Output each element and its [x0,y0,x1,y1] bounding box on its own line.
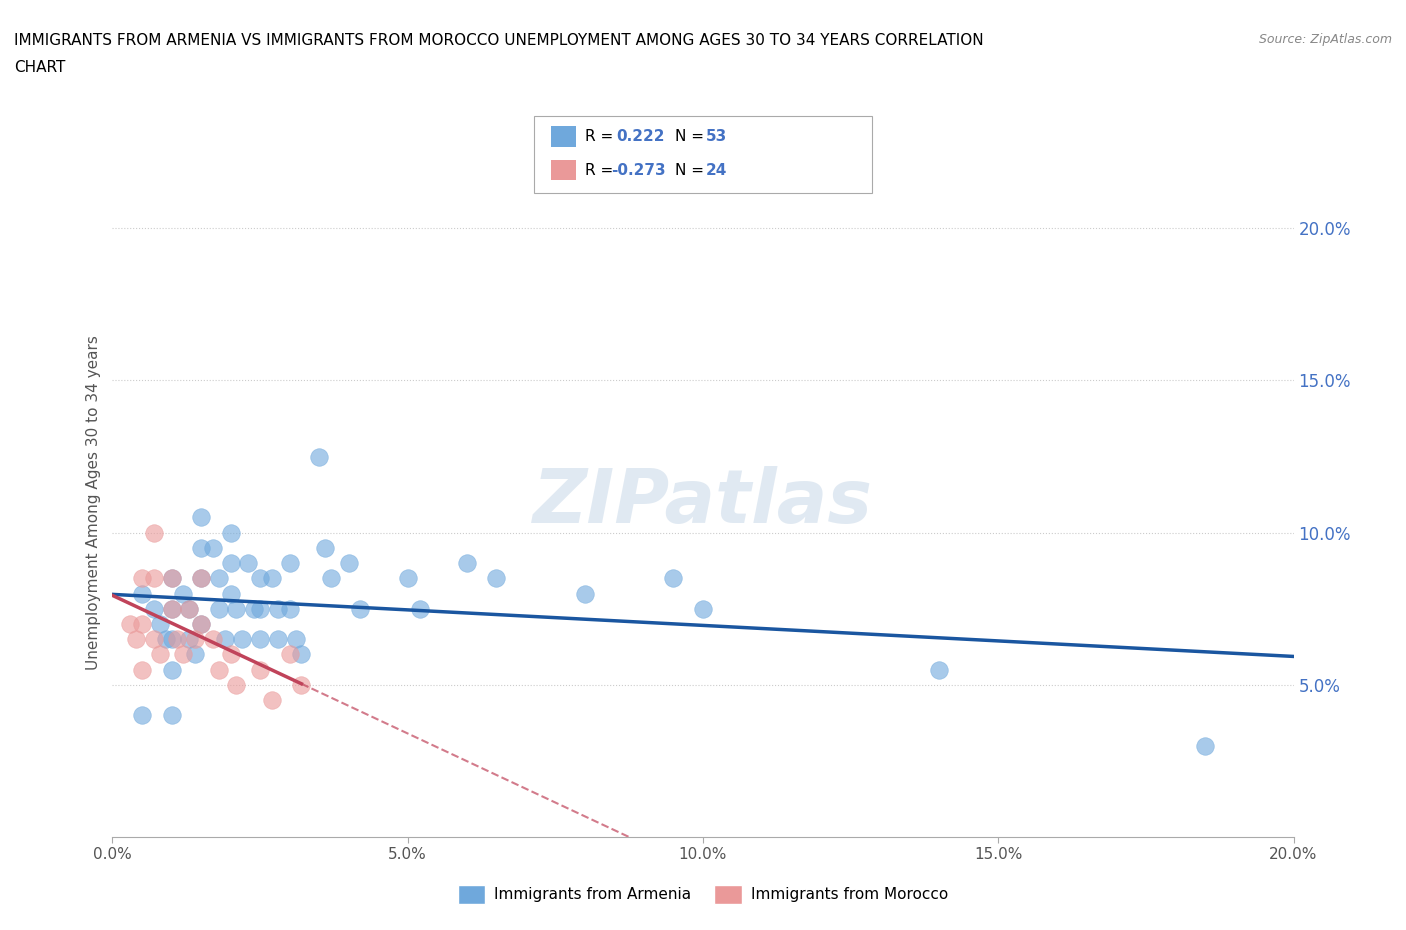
Point [267,602,290,617]
Point [278,555,301,570]
Point [485,571,508,586]
Point [190,571,212,586]
Point [142,602,165,617]
Point [662,571,685,586]
Point [337,555,360,570]
Point [201,631,224,646]
Point [208,602,231,617]
Point [208,571,231,586]
Point [131,586,153,601]
Legend: Immigrants from Armenia, Immigrants from Morocco: Immigrants from Armenia, Immigrants from… [451,879,955,910]
Text: -0.273: -0.273 [612,163,666,178]
Point [149,647,172,662]
Point [249,571,271,586]
Point [396,571,419,586]
Point [260,571,283,586]
Point [142,571,165,586]
Point [160,662,183,677]
Point [160,602,183,617]
Point [184,647,207,662]
Point [249,631,271,646]
Point [131,571,153,586]
Point [179,602,201,617]
Point [120,617,142,631]
Point [190,617,212,631]
Point [201,540,224,555]
Point [249,662,271,677]
Point [160,571,183,586]
Point [574,586,596,601]
Text: ZIPatlas: ZIPatlas [533,466,873,538]
Point [284,631,307,646]
Point [243,602,266,617]
Point [179,602,201,617]
Point [190,540,212,555]
Point [278,602,301,617]
Point [160,602,183,617]
Point [278,647,301,662]
Point [190,510,212,525]
Point [131,662,153,677]
Point [308,449,330,464]
Text: Source: ZipAtlas.com: Source: ZipAtlas.com [1258,33,1392,46]
Text: 53: 53 [706,129,727,144]
Point [249,602,271,617]
Point [160,708,183,723]
Point [260,693,283,708]
Point [238,555,260,570]
Point [219,525,242,540]
Point [166,631,188,646]
Point [290,677,312,692]
Text: 0.222: 0.222 [616,129,664,144]
Point [172,647,194,662]
Point [408,602,430,617]
Point [131,617,153,631]
Point [131,708,153,723]
Point [692,602,714,617]
Point [290,647,312,662]
Point [160,631,183,646]
Point [928,662,950,677]
Point [1194,738,1216,753]
Point [219,555,242,570]
Point [160,571,183,586]
Text: 24: 24 [706,163,727,178]
Point [319,571,342,586]
Point [219,586,242,601]
Y-axis label: Unemployment Among Ages 30 to 34 years: Unemployment Among Ages 30 to 34 years [86,335,101,670]
Point [208,662,231,677]
Point [149,617,172,631]
Point [219,647,242,662]
Point [456,555,478,570]
Point [214,631,236,646]
Point [190,571,212,586]
Text: N =: N = [675,163,704,178]
Point [314,540,336,555]
Point [125,631,148,646]
Point [225,602,247,617]
Text: N =: N = [675,129,704,144]
Text: R =: R = [585,129,613,144]
Point [190,617,212,631]
Point [142,525,165,540]
Point [155,631,177,646]
Point [142,631,165,646]
Point [172,586,194,601]
Point [231,631,253,646]
Point [184,631,207,646]
Point [267,631,290,646]
Text: R =: R = [585,163,613,178]
Text: CHART: CHART [14,60,66,75]
Point [179,631,201,646]
Point [349,602,371,617]
Text: IMMIGRANTS FROM ARMENIA VS IMMIGRANTS FROM MOROCCO UNEMPLOYMENT AMONG AGES 30 TO: IMMIGRANTS FROM ARMENIA VS IMMIGRANTS FR… [14,33,984,47]
Point [225,677,247,692]
